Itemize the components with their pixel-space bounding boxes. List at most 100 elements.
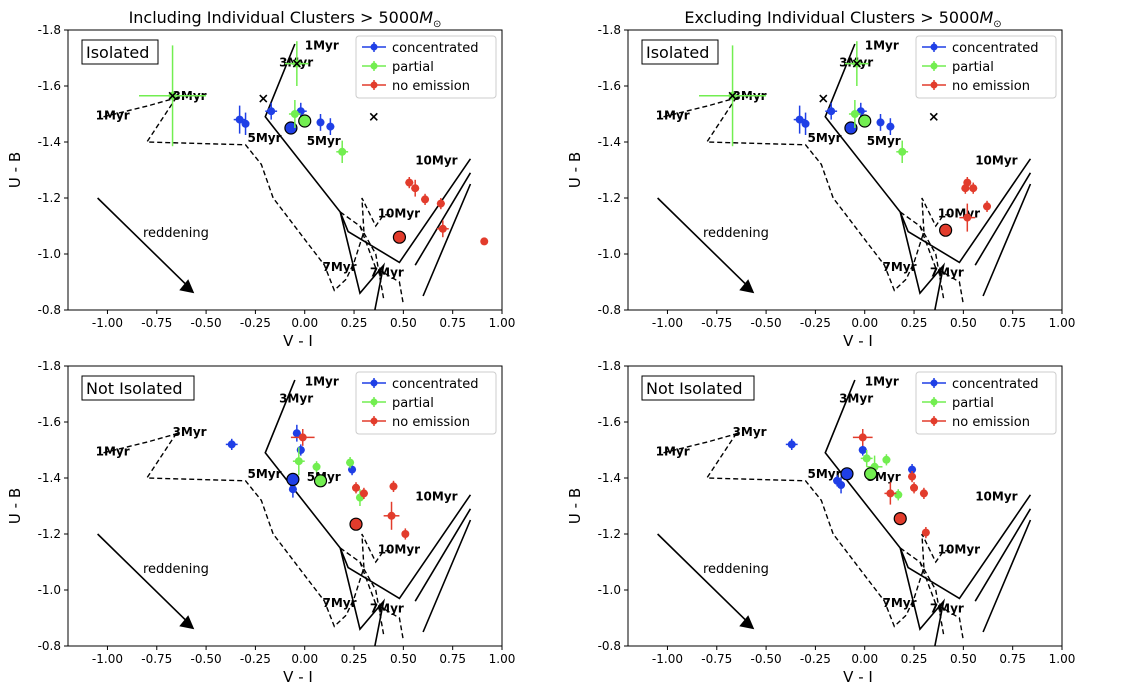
data-point bbox=[312, 462, 321, 471]
isochrone-tracks bbox=[103, 379, 472, 646]
track-label: 1Myr bbox=[656, 109, 690, 123]
x-tick-label: 0.25 bbox=[901, 652, 928, 666]
x-tick-label: -0.25 bbox=[240, 652, 271, 666]
x-tick-label: 0.75 bbox=[999, 316, 1026, 330]
y-axis-label: U - B bbox=[566, 152, 584, 188]
y-tick-label: -1.6 bbox=[598, 415, 621, 429]
data-point bbox=[983, 202, 992, 211]
track-label: 7Myr bbox=[322, 260, 356, 274]
data-point bbox=[227, 440, 236, 449]
legend-entry: concentrated bbox=[392, 41, 478, 56]
median-point bbox=[840, 467, 854, 481]
data-point bbox=[241, 119, 250, 128]
track-label: 1Myr bbox=[305, 39, 339, 53]
data-point bbox=[436, 199, 445, 208]
track-label: 3Myr bbox=[839, 391, 873, 405]
y-tick-label: -1.6 bbox=[38, 415, 61, 429]
track-dashed bbox=[145, 432, 392, 628]
data-point bbox=[898, 147, 907, 156]
track-dashed bbox=[339, 211, 405, 305]
track-dashed bbox=[705, 96, 952, 292]
x-axis-label: V - I bbox=[283, 668, 313, 686]
panel-label: Not Isolated bbox=[646, 379, 742, 398]
data-point bbox=[801, 119, 810, 128]
track-solid bbox=[974, 508, 1032, 602]
data-point bbox=[389, 482, 398, 491]
x-tick-label: 0.00 bbox=[851, 652, 878, 666]
legend-entry: partial bbox=[392, 60, 434, 75]
track-label: 1Myr bbox=[96, 109, 130, 123]
legend-marker bbox=[930, 379, 938, 387]
y-tick-label: -1.2 bbox=[38, 191, 61, 205]
track-solid bbox=[899, 211, 946, 310]
legend-entry: no emission bbox=[392, 415, 470, 430]
x-tick-label: 1.00 bbox=[489, 652, 516, 666]
data-point bbox=[827, 107, 836, 116]
x-tick-label: -0.25 bbox=[240, 316, 271, 330]
data-point bbox=[921, 528, 930, 537]
data-point bbox=[963, 213, 972, 222]
x-axis-label: V - I bbox=[843, 668, 873, 686]
track-label: 7Myr bbox=[322, 596, 356, 610]
data-point bbox=[963, 178, 972, 187]
x-tick-label: -0.75 bbox=[701, 652, 732, 666]
reddening-label: reddening bbox=[143, 226, 209, 241]
track-label: 1Myr bbox=[865, 39, 899, 53]
data-point bbox=[326, 122, 335, 131]
x-tick-label: -0.50 bbox=[191, 652, 222, 666]
x-axis-label: V - I bbox=[843, 332, 873, 350]
x-tick-label: 0.50 bbox=[390, 652, 417, 666]
track-dashed bbox=[663, 432, 739, 454]
panel-top-left: 1Myr3Myr5Myr7Myr10Myr1Myr3Myr5Myr7Myr10M… bbox=[6, 23, 515, 350]
legend-box bbox=[355, 35, 497, 99]
x-tick-label: 0.00 bbox=[851, 316, 878, 330]
data-point bbox=[352, 483, 361, 492]
x-marker bbox=[369, 112, 378, 121]
legend-marker bbox=[370, 379, 378, 387]
track-solid bbox=[414, 508, 472, 602]
track-label: 1Myr bbox=[865, 375, 899, 389]
x-tick-label: -0.50 bbox=[191, 316, 222, 330]
legend-entry: partial bbox=[392, 396, 434, 411]
track-dashed bbox=[145, 96, 392, 292]
data-point bbox=[438, 224, 447, 233]
reddening-arrow-head bbox=[739, 615, 755, 630]
data-point bbox=[876, 118, 885, 127]
panel-label-box bbox=[641, 375, 755, 401]
track-label: 3Myr bbox=[279, 391, 313, 405]
data-point bbox=[346, 458, 355, 467]
data-point bbox=[886, 122, 895, 131]
track-label: 1Myr bbox=[656, 445, 690, 459]
track-label: 5Myr bbox=[248, 467, 282, 481]
data-point bbox=[411, 184, 420, 193]
track-solid bbox=[899, 547, 946, 646]
axes-frame bbox=[627, 365, 1063, 647]
x-marker bbox=[168, 91, 177, 100]
y-tick-label: -1.8 bbox=[598, 23, 621, 37]
median-point bbox=[349, 517, 363, 531]
track-solid bbox=[974, 172, 1032, 266]
y-tick-label: -1.4 bbox=[38, 471, 61, 485]
y-tick-label: -1.8 bbox=[598, 359, 621, 373]
panel-label: Isolated bbox=[86, 43, 149, 62]
legend-marker bbox=[370, 62, 378, 70]
median-point bbox=[286, 472, 300, 486]
msun-symbol: M bbox=[419, 8, 433, 27]
legend-entry: concentrated bbox=[952, 377, 1038, 392]
track-label: 5Myr bbox=[248, 131, 282, 145]
track-solid bbox=[982, 183, 1032, 297]
x-tick-label: -1.00 bbox=[92, 652, 123, 666]
legend-entry: concentrated bbox=[392, 377, 478, 392]
track-label: 10Myr bbox=[378, 207, 420, 221]
legend-box bbox=[355, 371, 497, 435]
track-solid bbox=[422, 183, 472, 297]
x-tick-label: -0.75 bbox=[141, 316, 172, 330]
track-label: 7Myr bbox=[930, 601, 964, 615]
x-tick-label: 1.00 bbox=[489, 316, 516, 330]
y-tick-label: -0.8 bbox=[38, 639, 61, 653]
y-tick-label: -1.0 bbox=[598, 247, 621, 261]
data-point bbox=[288, 485, 297, 494]
track-dashed bbox=[919, 561, 945, 635]
msun-subscript: ⊙ bbox=[993, 19, 1001, 30]
